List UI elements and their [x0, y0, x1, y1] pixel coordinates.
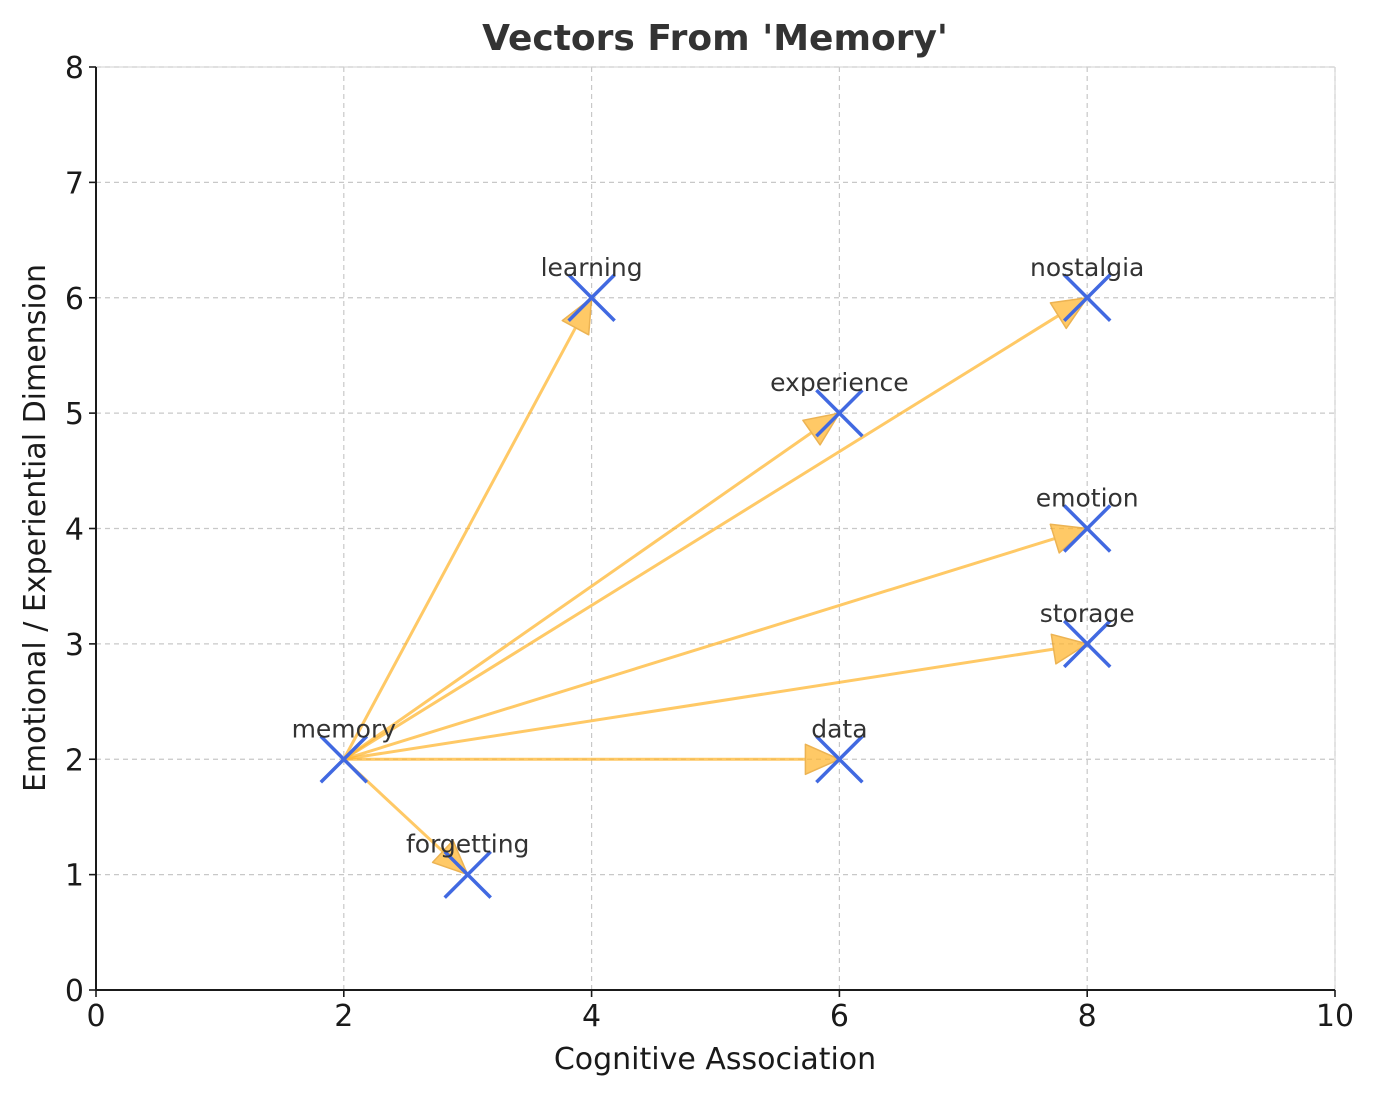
point-label-nostalgia: nostalgia — [1030, 253, 1144, 282]
x-tick-label-2: 4 — [582, 999, 601, 1034]
point-label-emotion: emotion — [1036, 484, 1139, 513]
x-tick-label-0: 0 — [86, 999, 105, 1034]
y-tick-label-4: 4 — [65, 513, 84, 548]
marker-learning — [567, 273, 616, 322]
vector-emotion — [343, 523, 1088, 761]
chart-title: Vectors From 'Memory' — [482, 18, 948, 59]
vector-data — [343, 743, 841, 776]
y-tick-label-6: 6 — [65, 282, 84, 317]
vector-head-storage — [1050, 633, 1088, 665]
y-tick-label-7: 7 — [65, 166, 84, 201]
y-tick-label-2: 2 — [65, 743, 84, 778]
vector-arrows — [342, 297, 1088, 876]
vector-storage — [343, 633, 1088, 761]
vector-shaft-emotion — [343, 537, 1056, 761]
x-tick-label-1: 2 — [334, 999, 353, 1034]
marker-nostalgia — [1062, 273, 1112, 322]
marker-data — [815, 735, 864, 784]
x-tick-label-4: 8 — [1078, 999, 1097, 1034]
point-labels: memory learning nostalgia experience emotion… — [292, 253, 1145, 859]
point-label-data: data — [811, 714, 867, 743]
vector-shaft-storage — [343, 647, 1054, 761]
marker-storage — [1062, 619, 1112, 669]
y-tick-label-1: 1 — [65, 859, 84, 894]
marker-forgetting — [443, 850, 492, 899]
y-tick-label-8: 8 — [65, 51, 84, 86]
point-label-learning: learning — [541, 253, 643, 282]
vector-learning — [342, 297, 593, 760]
point-label-memory: memory — [292, 714, 397, 743]
point-label-forgetting: forgetting — [406, 830, 529, 859]
point-markers — [319, 273, 1112, 899]
marker-experience — [815, 388, 864, 438]
vector-shaft-experience — [342, 431, 813, 761]
point-label-experience: experience — [770, 368, 909, 397]
marker-emotion — [1062, 504, 1112, 553]
y-tick-label-3: 3 — [65, 628, 84, 663]
y-axis-label: Emotional / Experiential Dimension — [18, 264, 53, 792]
y-tick-label-5: 5 — [65, 397, 84, 432]
marker-memory — [319, 735, 369, 784]
vector-shaft-nostalgia — [343, 314, 1060, 761]
vector-head-data — [804, 743, 841, 776]
x-tick-label-3: 6 — [830, 999, 849, 1034]
axes: 0 2 4 6 8 10 0 1 2 3 4 5 6 7 8 — [65, 51, 1354, 1034]
vector-shaft-learning — [342, 326, 577, 760]
vector-nostalgia — [343, 297, 1088, 761]
point-label-storage: storage — [1040, 599, 1135, 628]
x-axis-label: Cognitive Association — [554, 1042, 876, 1077]
y-tick-label-0: 0 — [65, 974, 84, 1009]
x-tick-label-5: 10 — [1316, 999, 1354, 1034]
